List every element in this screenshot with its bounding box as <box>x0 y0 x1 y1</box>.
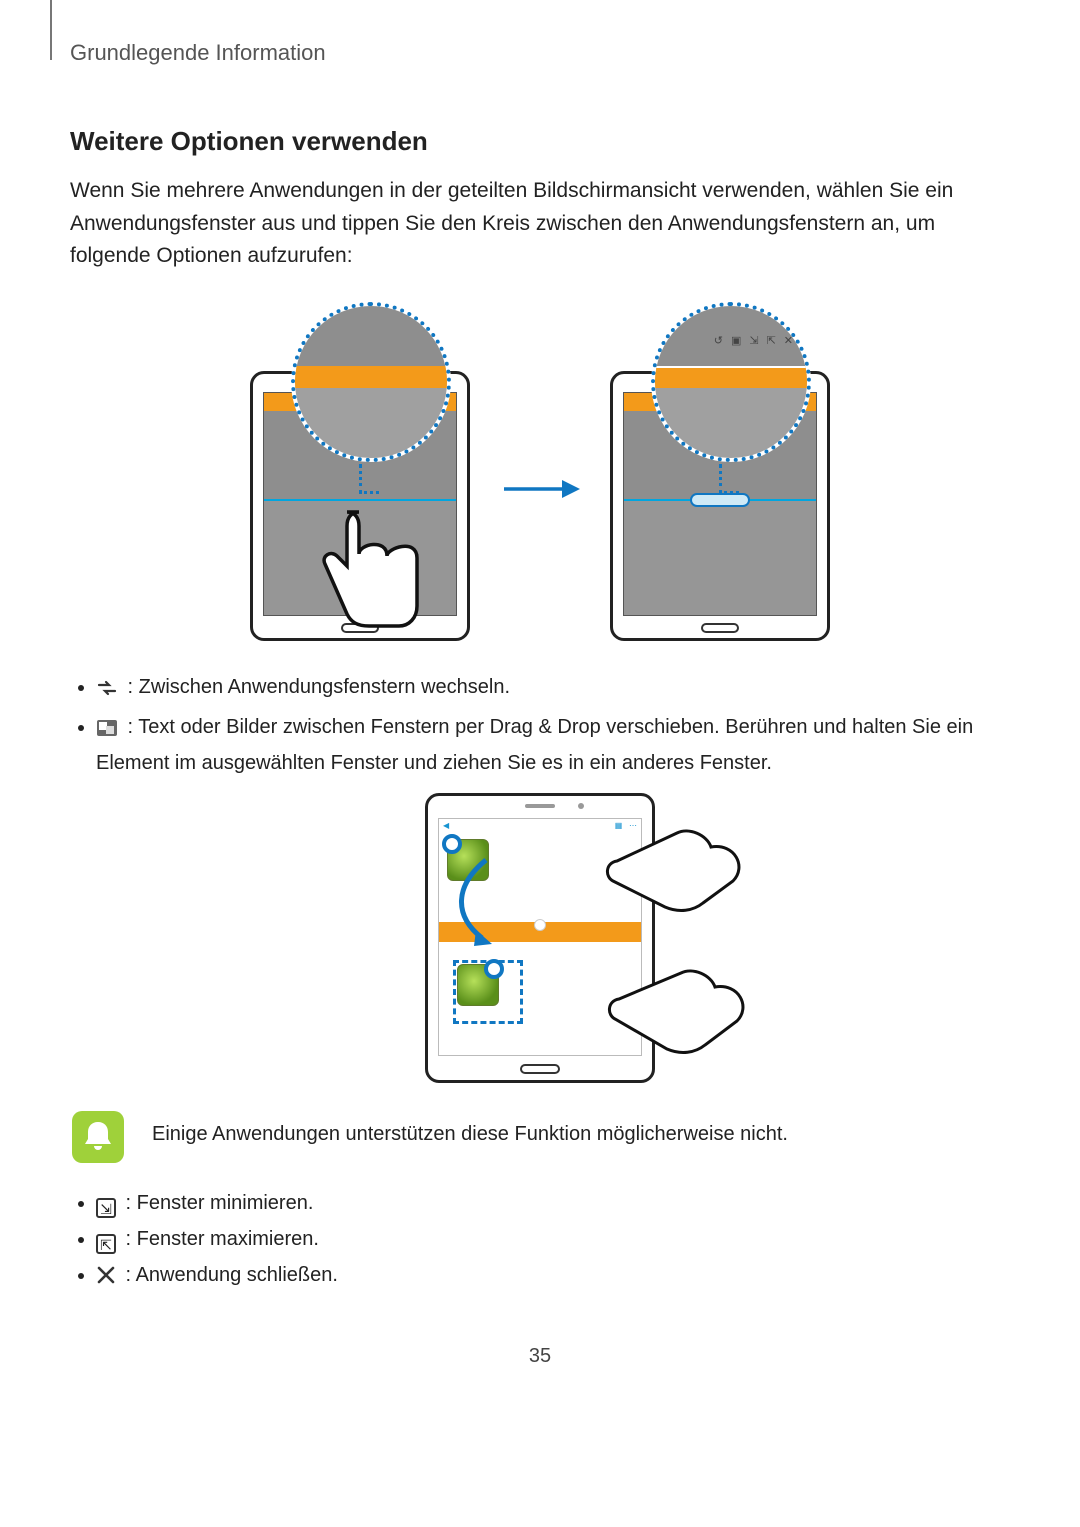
note: Einige Anwendungen unterstützen diese Fu… <box>72 1111 1010 1163</box>
opt-minimize-text: : Fenster minimieren. <box>120 1192 313 1214</box>
dragdrop-icon <box>96 715 118 747</box>
options-list-2: ⇲ : Fenster minimieren. ⇱ : Fenster maxi… <box>70 1187 1010 1295</box>
minimize-icon: ⇲ <box>96 1198 116 1218</box>
section-heading: Weitere Optionen verwenden <box>70 126 1010 157</box>
options-list-1: : Zwischen Anwendungsfenstern wechseln. … <box>70 671 1010 779</box>
close-icon <box>96 1263 116 1295</box>
zoom-bubble-right: ↺▣⇲⇱✕ <box>651 302 811 462</box>
opt-minimize: ⇲ : Fenster minimieren. <box>96 1187 1010 1219</box>
opt-dragdrop-text: : Text oder Bilder zwischen Fenstern per… <box>96 716 973 774</box>
running-header: Grundlegende Information <box>70 40 1010 66</box>
opt-maximize-text: : Fenster maximieren. <box>120 1228 319 1250</box>
drag-curve-arrow-icon <box>456 856 516 946</box>
hand-drag-bottom-icon <box>597 953 777 1103</box>
hand-tap-icon <box>297 502 427 652</box>
bubble-toolbar-icons: ↺▣⇲⇱✕ <box>714 334 793 347</box>
opt-maximize: ⇱ : Fenster maximieren. <box>96 1223 1010 1255</box>
maximize-icon: ⇱ <box>96 1234 116 1254</box>
opt-swap-text: : Zwischen Anwendungsfenstern wechseln. <box>122 676 510 698</box>
opt-close: : Anwendung schließen. <box>96 1259 1010 1295</box>
note-bell-icon <box>72 1111 124 1163</box>
opt-close-text: : Anwendung schließen. <box>120 1264 338 1286</box>
intro-paragraph: Wenn Sie mehrere Anwendungen in der gete… <box>70 175 1010 273</box>
swap-icon <box>96 675 118 707</box>
zoom-bubble-left <box>291 302 451 462</box>
opt-swap: : Zwischen Anwendungsfenstern wechseln. <box>96 671 1010 707</box>
page: Grundlegende Information Weitere Optione… <box>0 0 1080 1428</box>
margin-rule <box>50 0 52 60</box>
note-text: Einige Anwendungen unterstützen diese Fu… <box>152 1111 788 1146</box>
device-right: ↺▣⇲⇱✕ <box>610 371 830 641</box>
device-left <box>250 371 470 641</box>
arrow-right-icon <box>500 469 580 509</box>
hand-drag-top-icon <box>593 811 773 961</box>
opt-dragdrop: : Text oder Bilder zwischen Fenstern per… <box>96 711 1010 779</box>
page-number: 35 <box>70 1345 1010 1368</box>
figure-drag-drop: ◀▦ ⋯ <box>70 793 1010 1083</box>
figure-split-screen: ↺▣⇲⇱✕ <box>70 301 1010 641</box>
